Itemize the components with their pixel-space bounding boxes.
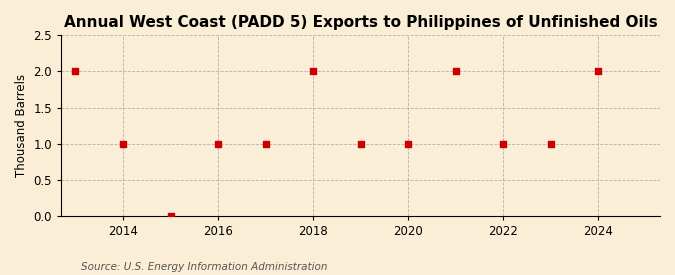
Point xyxy=(355,142,366,146)
Point xyxy=(593,69,603,74)
Point xyxy=(545,142,556,146)
Point xyxy=(70,69,81,74)
Title: Annual West Coast (PADD 5) Exports to Philippines of Unfinished Oils: Annual West Coast (PADD 5) Exports to Ph… xyxy=(63,15,657,30)
Point xyxy=(260,142,271,146)
Point xyxy=(403,142,414,146)
Text: Source: U.S. Energy Information Administration: Source: U.S. Energy Information Administ… xyxy=(81,262,327,272)
Point xyxy=(213,142,223,146)
Point xyxy=(117,142,128,146)
Point xyxy=(308,69,319,74)
Point xyxy=(165,214,176,218)
Point xyxy=(450,69,461,74)
Y-axis label: Thousand Barrels: Thousand Barrels xyxy=(15,74,28,177)
Point xyxy=(497,142,508,146)
